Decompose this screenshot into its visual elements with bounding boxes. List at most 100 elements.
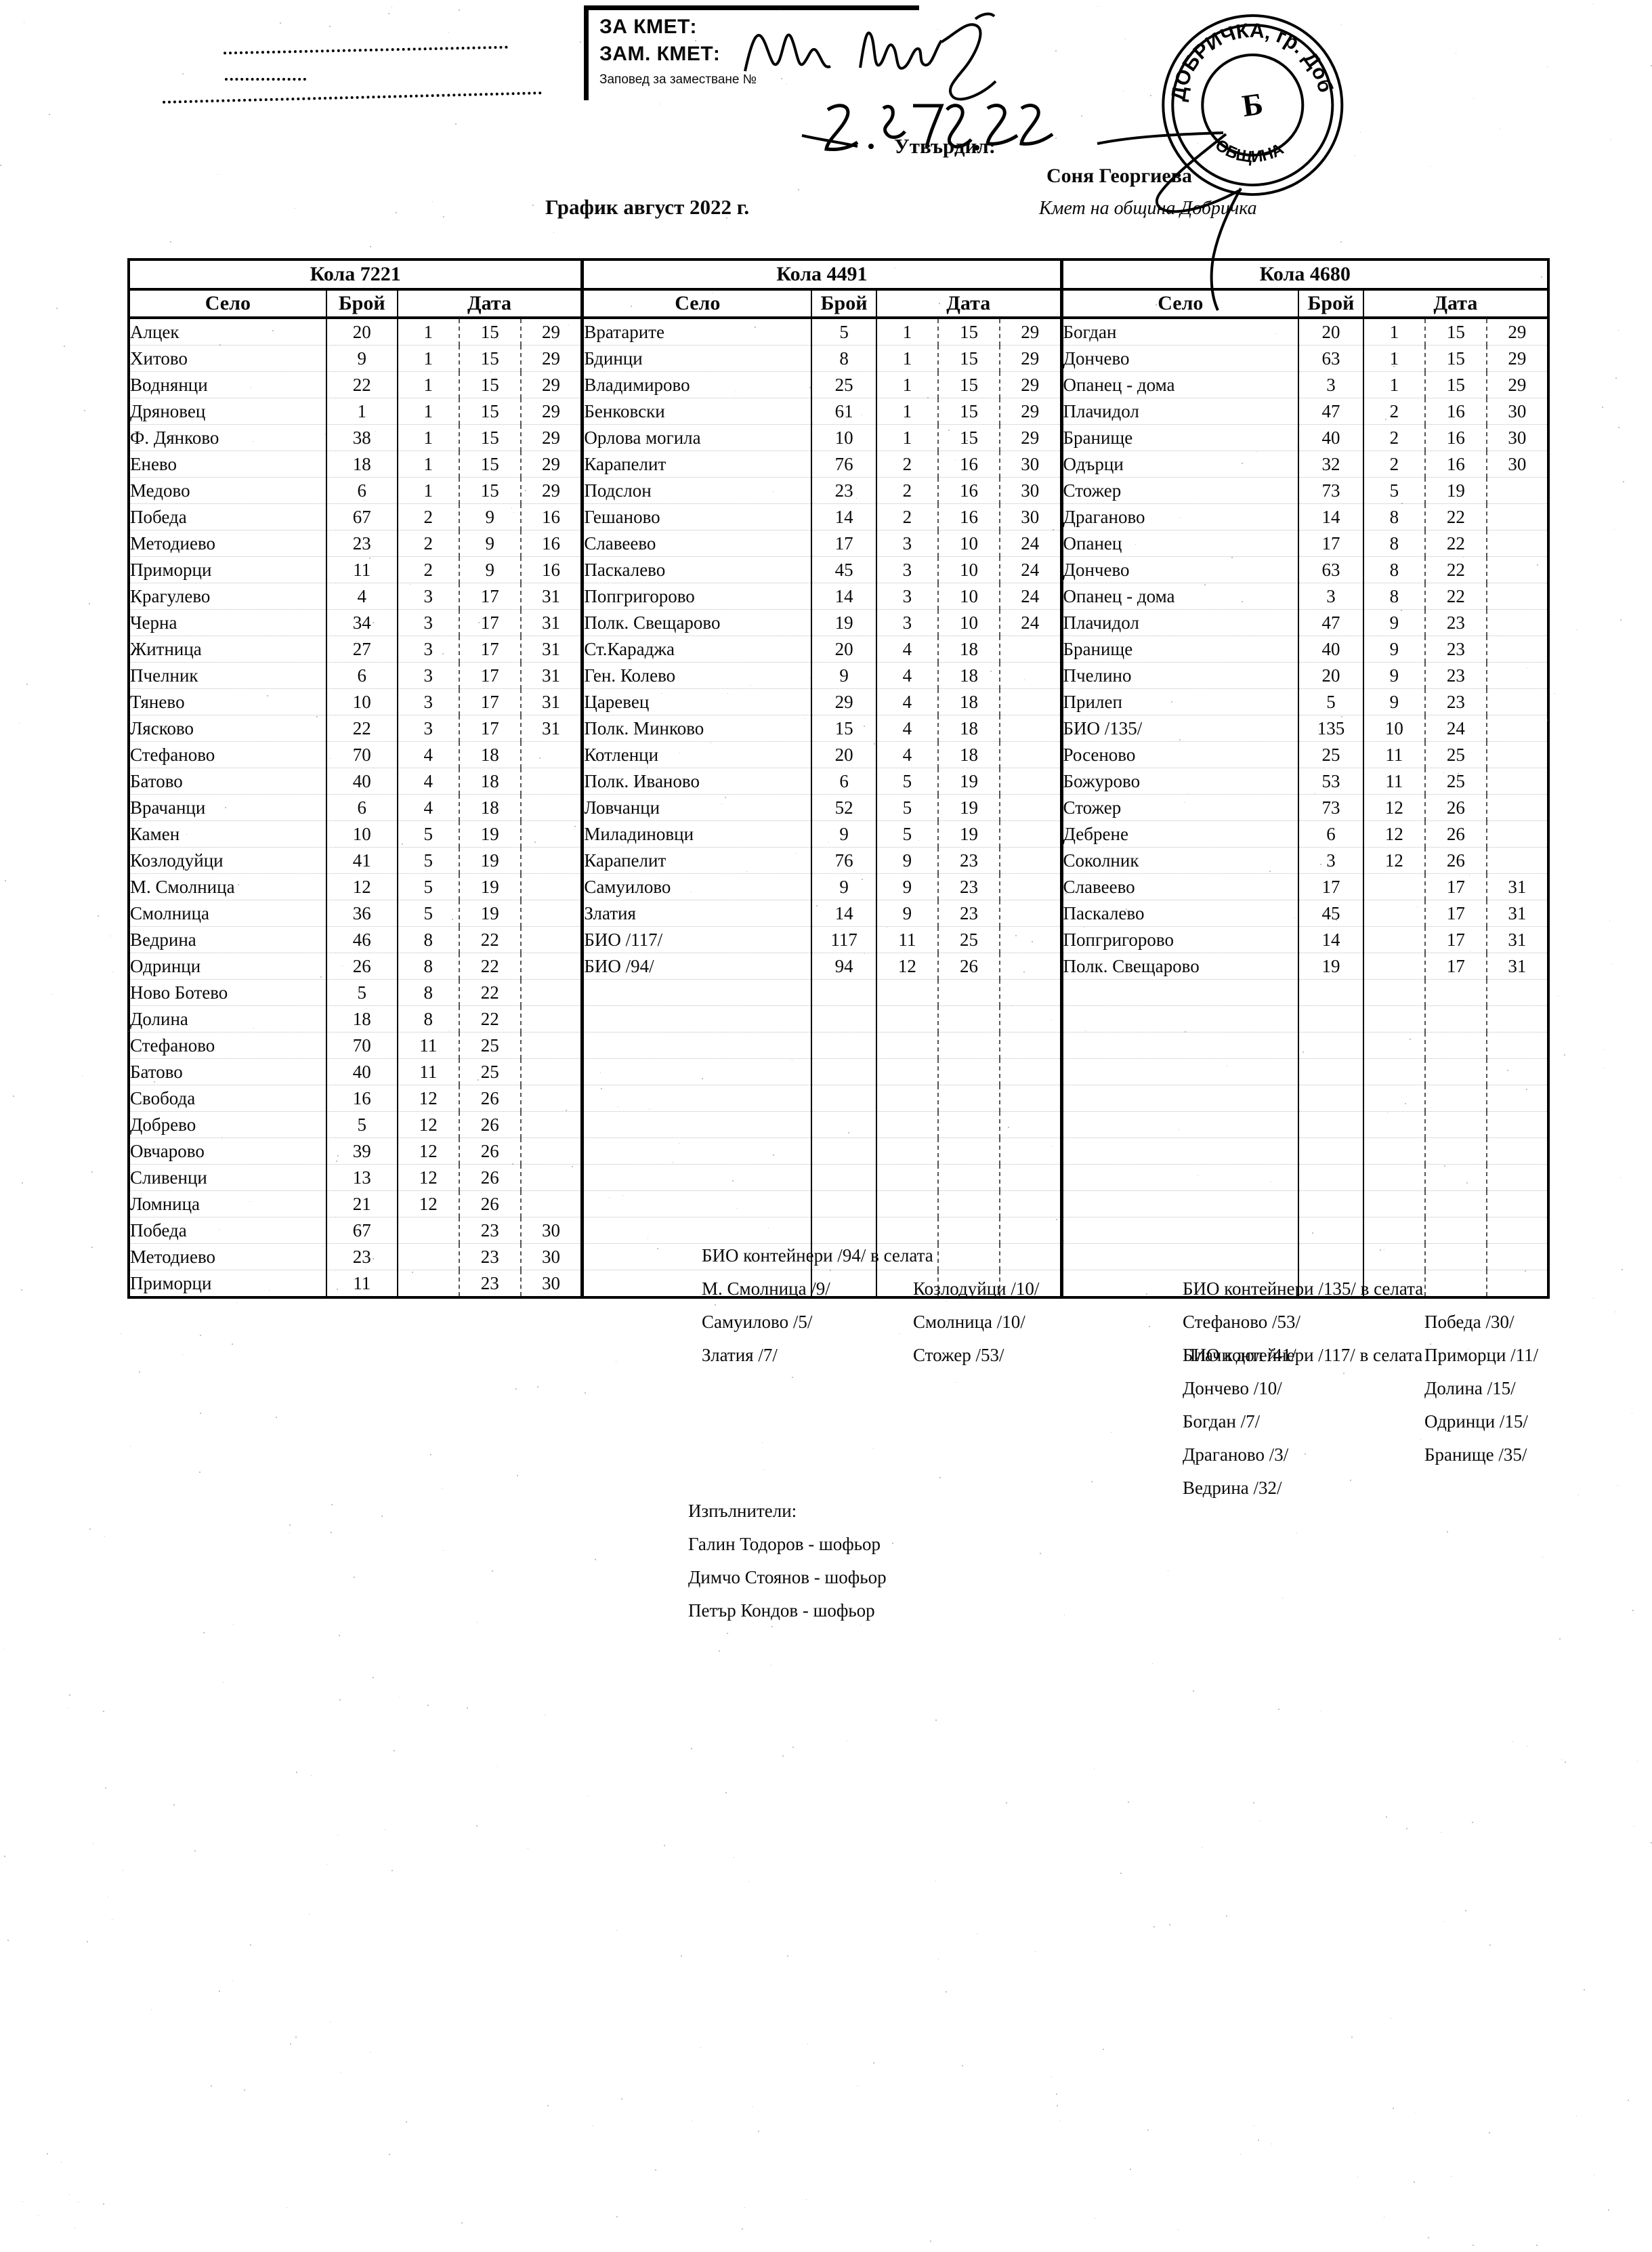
- cell-date-1: 1: [396, 477, 459, 504]
- cell-date-3: [1485, 741, 1548, 768]
- scan-speckle: [1430, 166, 1431, 167]
- scan-speckle: [373, 1258, 374, 1259]
- cell-count: 22: [325, 715, 398, 742]
- cell-date-1: 1: [396, 424, 459, 451]
- cell-date-2: [1424, 1164, 1487, 1191]
- cell-date-2: 25: [1424, 741, 1487, 768]
- table-row: Стефаново 70 11 25: [129, 1032, 1548, 1059]
- cell-count: [811, 1190, 876, 1217]
- cell-date-2: [1424, 1005, 1487, 1033]
- scan-speckle: [4, 1649, 5, 1650]
- scan-speckle: [1063, 1240, 1064, 1241]
- scan-speckle: [26, 684, 28, 685]
- cell-date-2: 19: [458, 820, 521, 848]
- scan-speckle: [1085, 1030, 1086, 1031]
- scan-speckle: [430, 1454, 431, 1455]
- cell-date-2: 16: [1424, 398, 1487, 425]
- bio117-item: Одринци /15/: [1424, 1411, 1528, 1432]
- scan-speckle: [21, 1289, 22, 1291]
- cell-village: Хитово: [129, 345, 326, 372]
- cell-date-1: 12: [1362, 847, 1425, 874]
- scan-speckle: [678, 731, 679, 732]
- cell-date-3: [1485, 1058, 1548, 1085]
- cell-date-1: [875, 1217, 938, 1244]
- scan-speckle: [763, 1469, 764, 1470]
- cell-date-2: 17: [458, 583, 521, 610]
- cell-count: 45: [811, 556, 876, 583]
- scan-speckle: [186, 834, 187, 835]
- scan-speckle: [174, 537, 175, 538]
- scan-speckle: [1593, 1298, 1594, 1299]
- bio135-item: Приморци /11/: [1424, 1345, 1539, 1365]
- cell-count: 20: [811, 741, 876, 768]
- cell-count: 23: [811, 477, 876, 504]
- scan-speckle: [702, 1078, 703, 1079]
- cell-date-3: [1485, 1111, 1548, 1138]
- scan-speckle: [459, 9, 460, 11]
- cell-date-1: [875, 1190, 938, 1217]
- scan-speckle: [331, 1504, 333, 1505]
- scan-speckle: [737, 1208, 738, 1209]
- cell-date-3: [998, 1138, 1062, 1165]
- scan-speckle: [624, 514, 625, 516]
- scan-speckle: [1472, 1822, 1473, 1823]
- cell-date-1: 3: [875, 609, 938, 636]
- cell-village: Врачанци: [129, 794, 326, 821]
- executors-heading: Изпълнители:: [688, 1501, 797, 1521]
- scan-speckle: [5, 880, 6, 881]
- scan-speckle: [848, 1132, 849, 1133]
- scan-speckle: [807, 2044, 808, 2045]
- cell-date-2: 25: [937, 926, 1000, 953]
- header-date-0: Дата: [396, 289, 583, 319]
- cell-date-2: 26: [458, 1111, 521, 1138]
- cell-village: Одринци: [129, 953, 326, 980]
- cell-village: [580, 1085, 812, 1112]
- scan-speckle: [1023, 972, 1025, 973]
- cell-date-1: 3: [396, 609, 459, 636]
- cell-date-2: 17: [458, 688, 521, 715]
- cell-village: Стефаново: [129, 741, 326, 768]
- column-header-row: Село Брой Дата Село Брой Дата Село Брой …: [129, 289, 1548, 319]
- scan-speckle: [1469, 875, 1470, 876]
- scan-speckle: [461, 2222, 463, 2224]
- cell-date-3: [520, 1005, 583, 1033]
- cell-date-3: 16: [520, 503, 583, 530]
- cell-count: 63: [1298, 556, 1363, 583]
- cell-village: [1059, 1190, 1299, 1217]
- cell-village: [580, 1164, 812, 1191]
- header-date-1: Дата: [875, 289, 1062, 319]
- cell-count: 6: [811, 768, 876, 795]
- scan-speckle: [389, 2154, 390, 2155]
- header-village-0: Село: [129, 289, 326, 319]
- scan-speckle: [715, 1304, 716, 1306]
- cell-date-2: [1424, 1111, 1487, 1138]
- cell-date-1: 2: [1362, 398, 1425, 425]
- cell-date-1: 4: [875, 662, 938, 689]
- scan-speckle: [432, 201, 433, 202]
- cell-date-3: [520, 1190, 583, 1217]
- scan-speckle: [1226, 1915, 1227, 1917]
- scan-speckle: [1541, 276, 1542, 278]
- scan-speckle: [1380, 1249, 1381, 1251]
- cell-date-1: 5: [875, 794, 938, 821]
- cell-village: Прилеп: [1059, 688, 1299, 715]
- cell-date-2: 23: [458, 1243, 521, 1270]
- scan-speckle: [585, 1392, 586, 1394]
- cell-count: 20: [325, 318, 398, 346]
- cell-village: Ф. Дянково: [129, 424, 326, 451]
- table-row: Долина 18 8 22: [129, 1005, 1548, 1033]
- cell-date-3: 29: [998, 424, 1062, 451]
- cell-date-3: [998, 1217, 1062, 1244]
- cell-date-1: [1362, 1217, 1425, 1244]
- scan-speckle: [1256, 451, 1257, 452]
- cell-count: 18: [325, 1005, 398, 1033]
- scan-speckle: [574, 826, 576, 827]
- cell-village: Стефаново: [129, 1032, 326, 1059]
- scan-speckle: [232, 1343, 233, 1345]
- cell-date-1: 5: [396, 900, 459, 927]
- scan-speckle: [272, 330, 274, 331]
- scan-speckle: [87, 1941, 88, 1942]
- cell-village: [580, 1217, 812, 1244]
- cell-date-2: 19: [1424, 477, 1487, 504]
- scan-speckle: [592, 2125, 593, 2126]
